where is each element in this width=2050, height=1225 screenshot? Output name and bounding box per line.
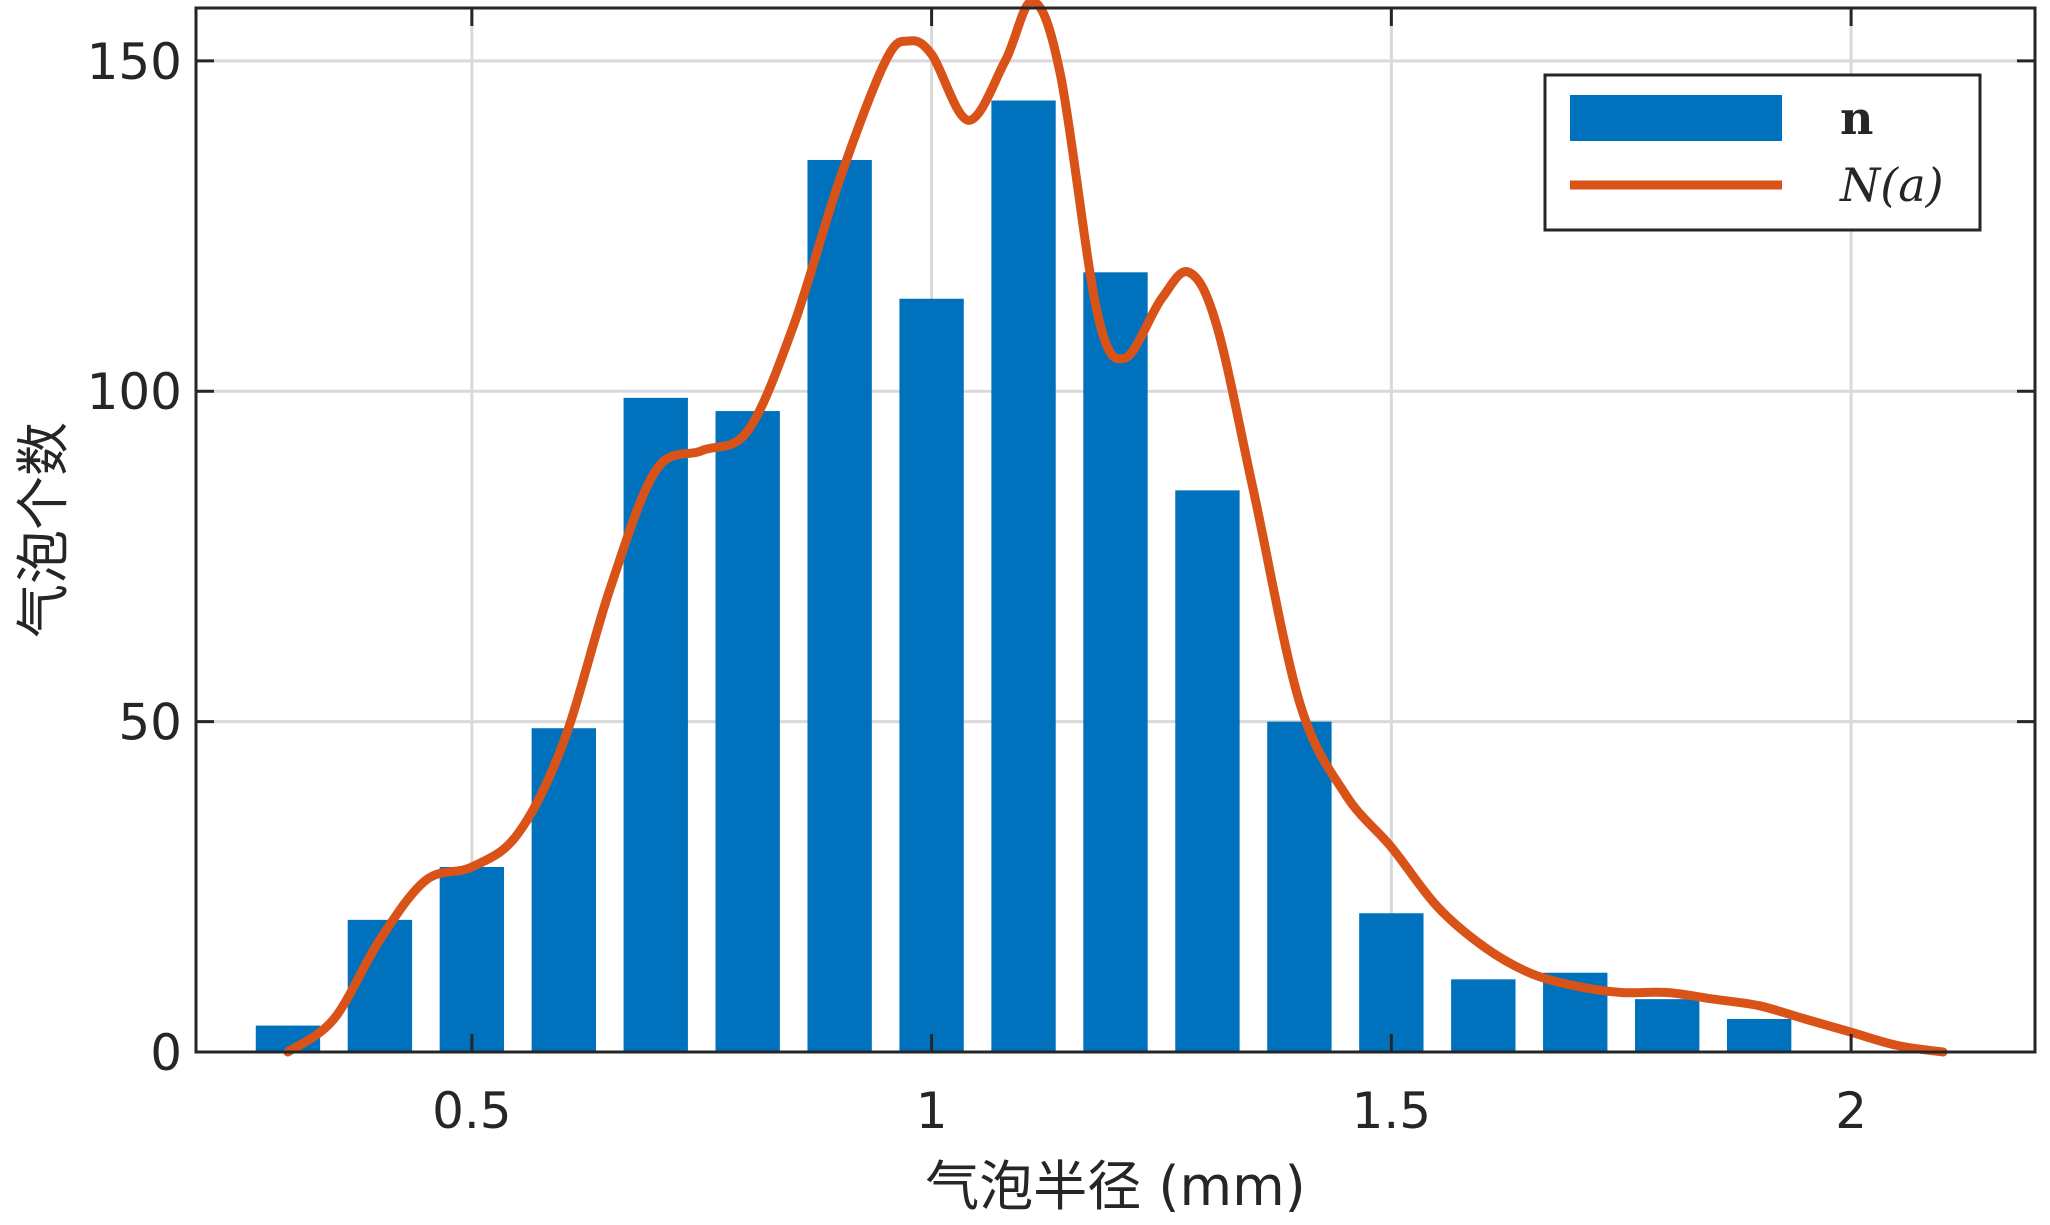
axis-ticks [196,8,2035,1054]
bar [1175,490,1240,1052]
legend-swatch-n [1570,95,1782,141]
line-series-N-a [283,0,1948,1057]
legend-label-n: n [1840,91,1873,145]
bar [439,866,505,1052]
x-tick-label: 1.5 [1352,1082,1432,1140]
bar [623,397,688,1052]
y-tick-label: 0 [150,1024,182,1082]
bar [1451,979,1516,1052]
line-path [283,0,1948,1057]
y-axis-label: 气泡个数 [12,422,75,638]
bar [531,728,596,1052]
bar [1267,721,1332,1052]
x-axis-label: 气泡半径 (mm) [925,1155,1306,1218]
x-tick-label: 0.5 [432,1082,512,1140]
bar-series-n [255,100,1792,1053]
y-tick-label: 150 [87,33,182,91]
plot-frame [194,6,2037,1054]
bar [991,100,1056,1052]
y-tick-label: 50 [118,694,182,752]
x-tick-label: 1 [916,1082,948,1140]
bar [1359,913,1424,1052]
bar [1726,1018,1792,1052]
bar [807,159,872,1053]
bar [715,411,780,1052]
legend: n N(a) [1543,73,1982,232]
bar [1635,999,1700,1052]
bar [1083,272,1148,1052]
legend-label-N-a: N(a) [1839,158,1944,212]
y-tick-label: 100 [87,363,182,421]
tick-labels: 0.5 1 1.5 2 0 50 100 150 [87,33,1867,1140]
x-tick-label: 2 [1835,1082,1867,1140]
bar [899,298,964,1052]
